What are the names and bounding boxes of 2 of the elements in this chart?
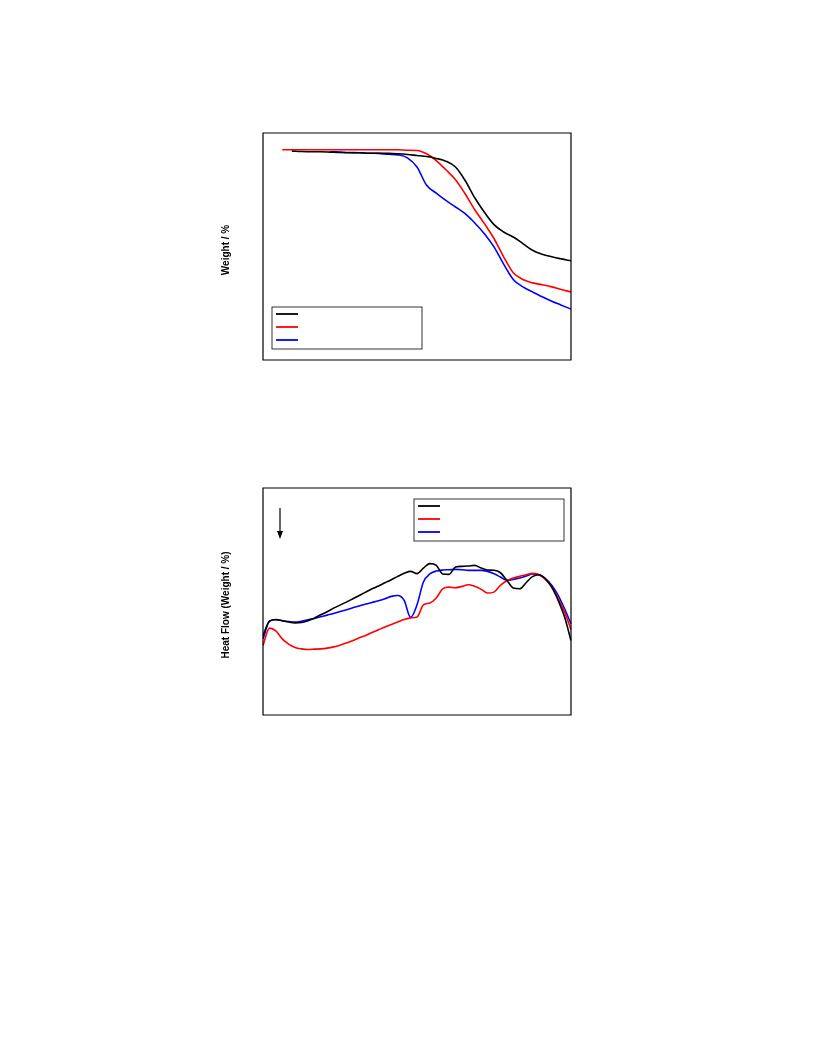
y-axis-title: Weight / % xyxy=(219,224,231,276)
y-axis-title: Heat Flow (Weight / %) xyxy=(219,551,231,659)
